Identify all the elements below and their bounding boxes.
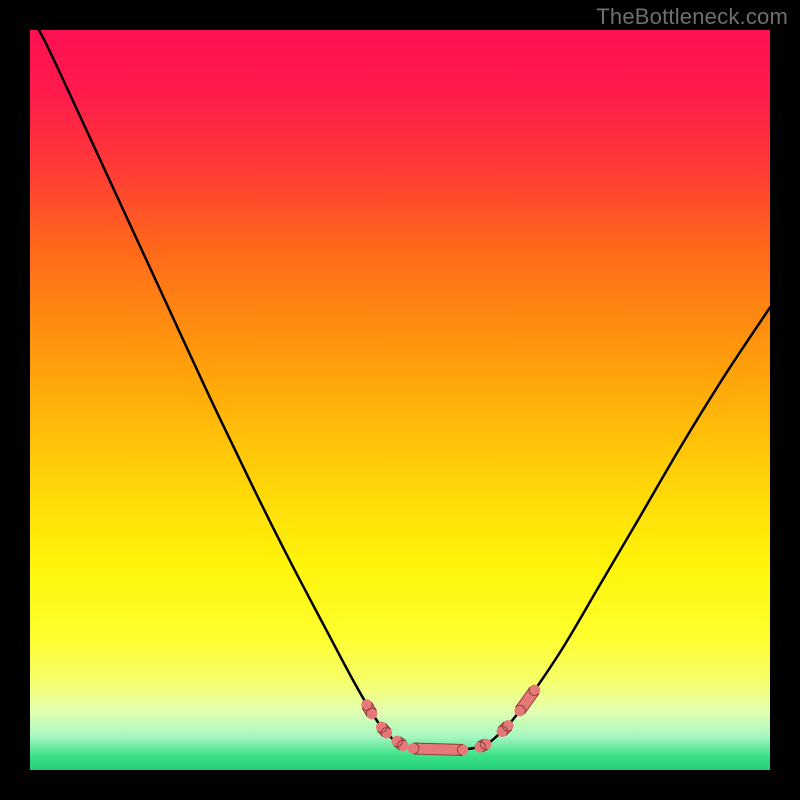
curve-marker bbox=[477, 739, 488, 752]
chart-container: TheBottleneck.com bbox=[0, 0, 800, 800]
curve-marker bbox=[413, 743, 463, 755]
gradient-background bbox=[30, 30, 770, 770]
watermark-text: TheBottleneck.com bbox=[596, 4, 788, 30]
bottleneck-chart bbox=[0, 0, 800, 800]
